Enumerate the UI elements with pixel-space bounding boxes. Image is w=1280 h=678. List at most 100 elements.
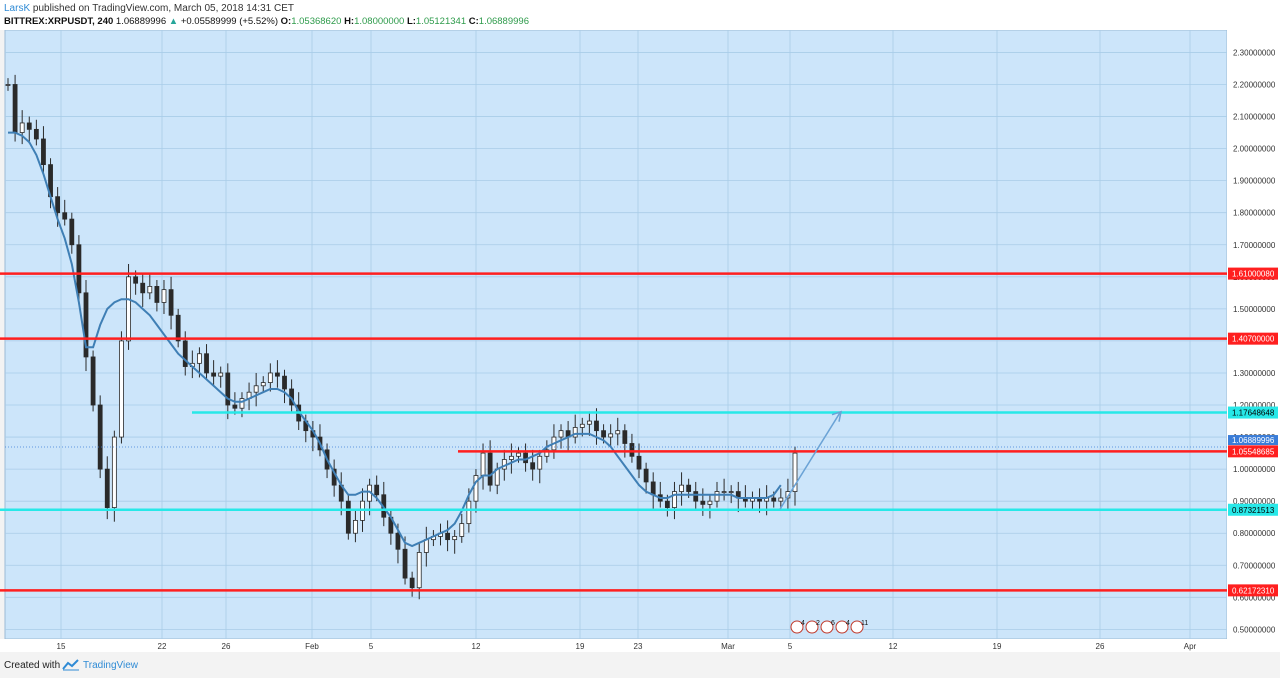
candle-body <box>672 491 677 508</box>
event-marker-icon[interactable] <box>820 620 834 634</box>
candle-body <box>650 481 656 496</box>
candle-body <box>459 523 465 537</box>
tradingview-link[interactable]: TradingView <box>83 660 139 671</box>
candle-body <box>664 500 670 508</box>
candle-body <box>728 491 734 493</box>
candle-body <box>721 491 727 493</box>
y-tick-label: 1.00000000 <box>1233 465 1276 474</box>
candle-body <box>487 452 493 486</box>
candle-body <box>466 500 472 525</box>
candle-body <box>90 356 96 406</box>
level-price-label: 0.62172310 <box>1232 586 1275 595</box>
event-marker-count: 6 <box>831 620 835 627</box>
candle-body <box>608 433 614 438</box>
open-value: 1.05368620 <box>291 16 342 27</box>
candle-body <box>239 398 245 409</box>
x-tick-label: 23 <box>634 642 643 651</box>
candle-body <box>197 353 202 364</box>
level-price-label: 0.87321513 <box>1232 506 1275 515</box>
y-tick-label: 0.50000000 <box>1233 625 1276 634</box>
candle-body <box>445 532 450 541</box>
high-value: 1.08000000 <box>354 16 405 27</box>
event-marker-count: 11 <box>861 620 868 627</box>
time-axis[interactable] <box>0 639 1227 652</box>
candle-body <box>12 84 18 133</box>
event-marker-icon[interactable] <box>805 620 819 634</box>
y-tick-label: 2.10000000 <box>1233 113 1276 122</box>
event-marker-count: 2 <box>816 620 820 627</box>
candle-body <box>97 404 103 470</box>
candle-body <box>537 455 543 470</box>
y-tick-label: 2.30000000 <box>1233 48 1276 57</box>
candle-body <box>5 84 11 86</box>
level-price-tag <box>1228 332 1278 345</box>
quote-line: BITTREX:XRPUSDT, 240 1.06889996 ▲ +0.055… <box>4 16 529 27</box>
candle-body <box>643 468 649 483</box>
level-price-tag <box>1228 503 1278 516</box>
y-tick-label: 2.00000000 <box>1233 145 1276 154</box>
candle-body <box>126 276 131 342</box>
candle-body <box>253 385 259 393</box>
event-marker-icon[interactable] <box>835 620 849 634</box>
low-value: 1.05121341 <box>415 16 467 27</box>
candle-body <box>572 427 578 438</box>
candle-body <box>792 452 798 492</box>
price-chart[interactable]: 0.50000000 0.60000000 0.70000000 0.80000000… <box>0 30 1280 652</box>
candle-body <box>544 449 550 457</box>
candle-body <box>140 282 146 294</box>
candle-body <box>402 548 408 579</box>
event-marker-icon[interactable] <box>790 620 804 634</box>
y-tick-label: 1.80000000 <box>1233 209 1276 218</box>
candle-body <box>771 497 777 502</box>
candle-body <box>161 289 167 303</box>
candle-body <box>104 468 110 508</box>
candle-body <box>636 455 642 470</box>
symbol-label[interactable]: BITTREX:XRPUSDT, 240 <box>4 16 114 27</box>
candle-body <box>175 314 181 342</box>
candle-body <box>579 423 585 428</box>
close-value: 1.06889996 <box>478 16 529 27</box>
candle-body <box>615 430 621 435</box>
moving-average-line <box>8 131 782 548</box>
candle-body <box>55 196 61 214</box>
level-price-label: 1.61000080 <box>1232 270 1275 279</box>
y-tick-label: 1.20000000 <box>1233 401 1276 410</box>
last-price-tag <box>1228 435 1278 446</box>
candle-body <box>508 455 514 460</box>
y-tick-label: 1.50000000 <box>1233 305 1276 314</box>
x-tick-label: 19 <box>576 642 585 651</box>
candle-body <box>182 340 188 367</box>
tradingview-logo-icon <box>62 659 79 671</box>
candle-body <box>69 218 75 246</box>
projection-arrow[interactable] <box>779 412 841 510</box>
candle-body <box>260 382 266 387</box>
level-price-label: 1.17648648 <box>1232 409 1275 418</box>
candle-body <box>416 552 422 589</box>
author-link[interactable]: LarsK <box>4 3 31 14</box>
candle-body <box>622 430 628 444</box>
up-arrow-icon: ▲ <box>168 16 179 27</box>
candle-body <box>586 420 592 425</box>
x-tick-label: 19 <box>993 642 1002 651</box>
publication-info: published on TradingView.com, March 05, … <box>32 3 294 14</box>
candle-body <box>133 276 139 284</box>
candle-body <box>473 475 479 502</box>
x-tick-label: Apr <box>1184 642 1197 651</box>
publication-line: LarsK published on TradingView.com, Marc… <box>4 3 294 14</box>
candle-body <box>353 520 358 534</box>
candle-body <box>225 372 231 406</box>
candle-body <box>601 430 606 438</box>
level-price-label: 1.05548685 <box>1232 447 1275 456</box>
x-tick-label: 26 <box>1096 642 1105 651</box>
candle-body <box>345 500 351 534</box>
candle-body <box>41 138 46 166</box>
y-tick-label: 2.20000000 <box>1233 80 1276 89</box>
candle-body <box>26 122 32 130</box>
candle-body <box>629 443 635 457</box>
candle-body <box>204 353 209 374</box>
candle-body <box>168 289 174 316</box>
event-marker-icon[interactable] <box>850 620 864 634</box>
high-label: H: <box>344 16 355 27</box>
candle-body <box>83 292 89 358</box>
level-price-tag <box>1228 584 1278 597</box>
